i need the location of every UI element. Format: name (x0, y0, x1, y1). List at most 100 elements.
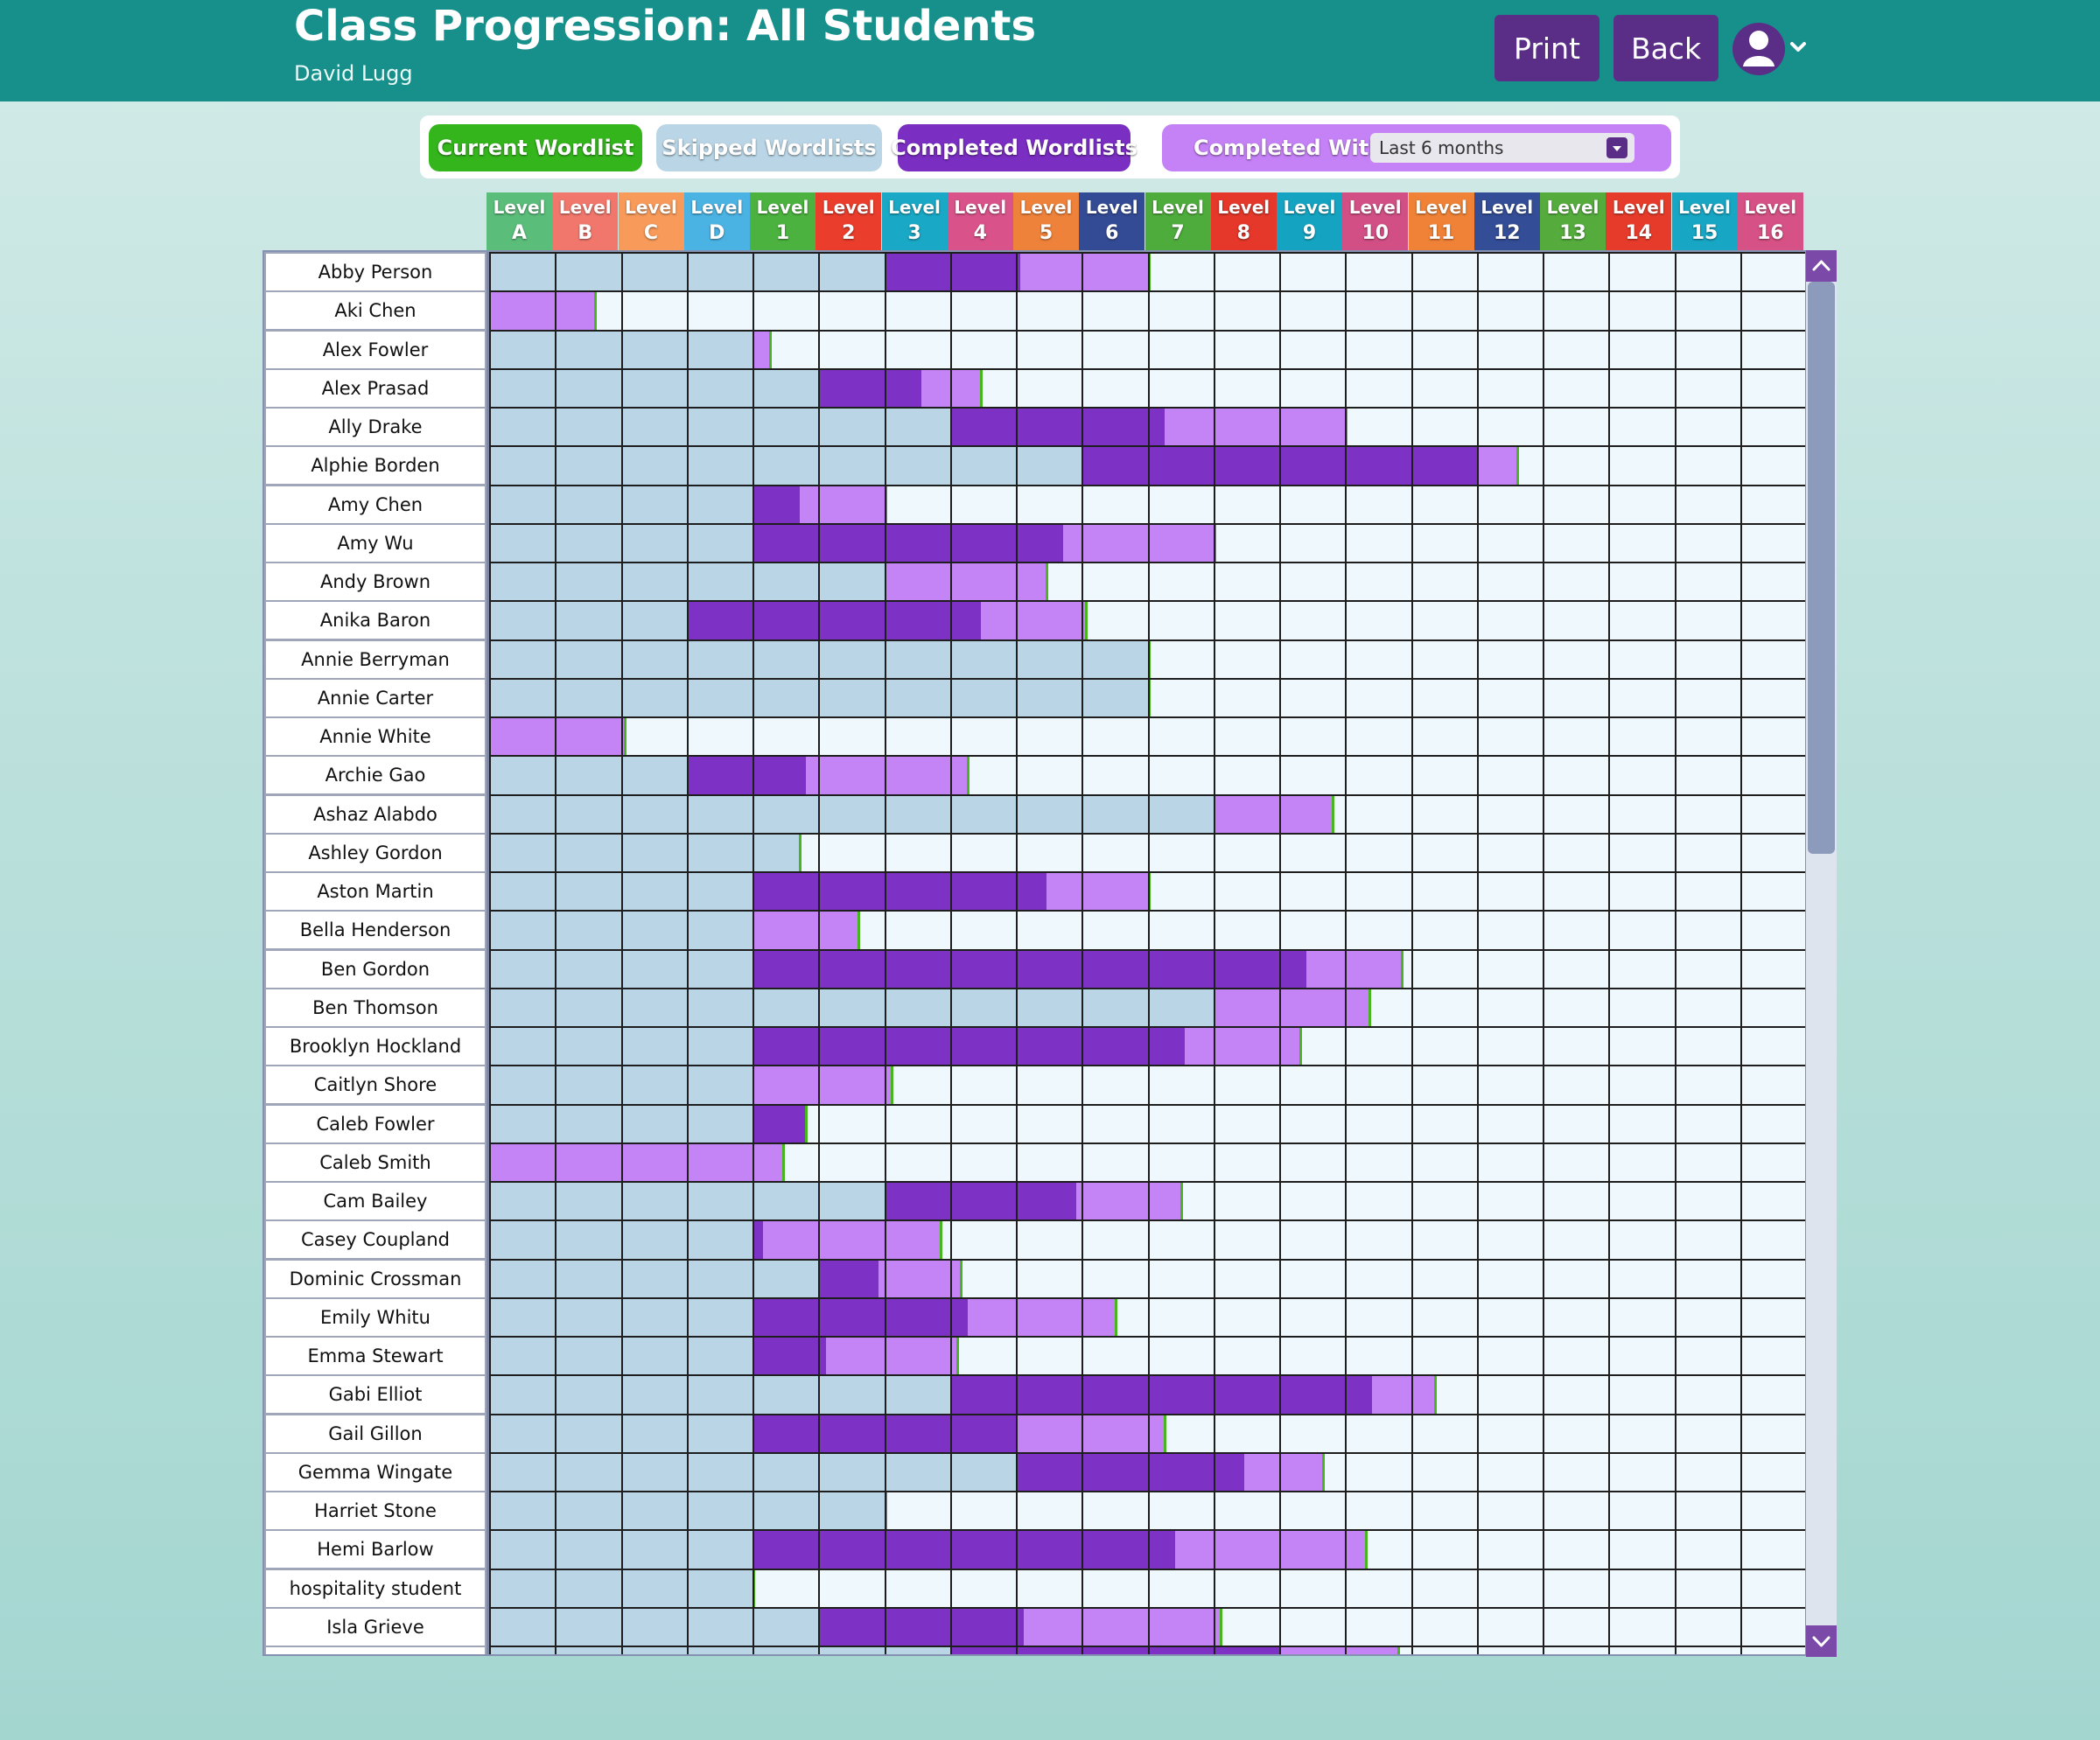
completed-segment (753, 1028, 1185, 1066)
current-position-marker (594, 292, 598, 332)
completed-segment (819, 1608, 1024, 1647)
completed-within-filter: Completed Within: Last 6 months (1162, 124, 1671, 171)
grid-row-line (490, 1491, 1805, 1492)
skipped-segment (490, 989, 1214, 1028)
student-name[interactable]: Amy Wu (266, 524, 485, 562)
current-segment (1062, 524, 1214, 563)
completed-segment (819, 1260, 878, 1299)
level-header-cell: Level 14 (1606, 192, 1672, 252)
level-header-cell: Level 12 (1474, 192, 1540, 252)
grid-row-line (490, 1529, 1805, 1532)
grid-row-line (490, 1026, 1805, 1028)
student-name[interactable]: Caitlyn Shore (266, 1066, 485, 1104)
current-segment (980, 602, 1086, 641)
student-name[interactable]: Aston Martin (266, 873, 485, 910)
level-header-cell: Level 11 (1408, 192, 1474, 252)
student-name[interactable]: Amy Chen (266, 486, 485, 523)
teacher-name: David Lugg (294, 61, 413, 86)
student-name[interactable]: Emily Whitu (266, 1298, 485, 1336)
student-name[interactable]: Dominic Crossman (266, 1260, 485, 1297)
current-segment (1165, 409, 1347, 447)
student-name[interactable]: Gail Gillon (266, 1415, 485, 1452)
grid-row-line (490, 948, 1805, 951)
current-wordlist-button[interactable]: Current Wordlist (429, 124, 642, 171)
student-name[interactable]: Bella Henderson (266, 912, 485, 949)
current-position-marker (1332, 795, 1335, 835)
student-name[interactable]: Annie Carter (266, 679, 485, 716)
grid-column-line (1082, 252, 1084, 1654)
current-position-marker (960, 1260, 963, 1299)
student-name[interactable]: Cam Bailey (266, 1183, 485, 1219)
level-header-value: 11 (1427, 222, 1455, 244)
grid-column-line (1279, 252, 1281, 1654)
grid-row-line (490, 1413, 1805, 1415)
student-name[interactable]: Abby Person (266, 254, 485, 290)
current-position-marker (1298, 1028, 1302, 1066)
scroll-down-button[interactable] (1806, 1625, 1837, 1657)
level-header-value: 3 (907, 222, 921, 244)
student-name[interactable]: hospitality student (266, 1569, 485, 1607)
completed-segment (687, 757, 807, 796)
period-select[interactable]: Last 6 months (1370, 133, 1634, 163)
student-name[interactable]: Ashley Gordon (266, 834, 485, 871)
current-position-marker (1085, 602, 1088, 641)
student-name[interactable]: Brooklyn Hockland (266, 1028, 485, 1065)
completed-segment (885, 254, 1020, 292)
grid-row-line (490, 677, 1805, 680)
student-name[interactable]: Caleb Smith (266, 1143, 485, 1181)
grid-column-line (818, 252, 821, 1654)
student-name[interactable]: Ben Gordon (266, 950, 485, 988)
chevron-down-icon (1790, 42, 1806, 52)
grid-column-line (1476, 252, 1479, 1654)
level-header-cell: Level 1 (750, 192, 816, 252)
student-name[interactable]: Casey Coupland (266, 1221, 485, 1259)
student-name[interactable]: Harriet Stone (266, 1492, 485, 1529)
student-name[interactable] (266, 1647, 485, 1654)
student-name[interactable]: Gemma Wingate (266, 1453, 485, 1491)
student-name[interactable]: Ashaz Alabdo (266, 795, 485, 833)
current-position-marker (1321, 1453, 1325, 1492)
student-name[interactable]: Archie Gao (266, 757, 485, 794)
progress-grid-area (489, 252, 1805, 1654)
scroll-up-button[interactable] (1806, 250, 1837, 282)
grid-row-line (490, 1374, 1805, 1377)
level-header-value: 2 (842, 222, 856, 244)
user-menu[interactable] (1732, 21, 1808, 77)
current-position-marker (1368, 989, 1371, 1028)
level-header-label: Level (1152, 197, 1204, 218)
grid-column-line (1016, 252, 1018, 1654)
scrollbar-thumb[interactable] (1808, 282, 1835, 854)
student-name[interactable]: Anika Baron (266, 602, 485, 639)
dropdown-arrow-icon (1606, 137, 1628, 158)
student-name[interactable]: Andy Brown (266, 563, 485, 600)
level-header-cell: Level 5 (1013, 192, 1079, 252)
page-title: Class Progression: All Students (294, 2, 1037, 51)
student-name[interactable]: Alex Fowler (266, 331, 485, 368)
current-segment (1214, 795, 1334, 835)
level-header-label: Level (1415, 197, 1467, 218)
student-name[interactable]: Alphie Borden (266, 447, 485, 485)
student-name[interactable]: Hemi Barlow (266, 1531, 485, 1569)
student-name[interactable]: Ally Drake (266, 409, 485, 445)
level-header-value: 1 (775, 222, 790, 244)
student-name[interactable]: Caleb Fowler (266, 1105, 485, 1143)
student-name[interactable]: Gabi Elliot (266, 1376, 485, 1414)
skipped-wordlists-button[interactable]: Skipped Wordlists (656, 124, 882, 171)
print-button[interactable]: Print (1494, 15, 1600, 81)
progression-grid: Abby Person Aki Chen Alex Fowler Alex Prasa… (262, 250, 1807, 1656)
chevron-down-icon (1812, 1636, 1830, 1647)
student-name[interactable]: Annie White (266, 718, 485, 755)
student-name[interactable]: Annie Berryman (266, 640, 485, 678)
grid-row-line (490, 367, 1805, 370)
current-segment (1174, 1531, 1366, 1570)
current-position-marker (1180, 1183, 1184, 1221)
student-name[interactable]: Ben Thomson (266, 989, 485, 1026)
student-name[interactable]: Alex Prasad (266, 369, 485, 407)
level-header-label: Level (756, 197, 809, 218)
back-button[interactable]: Back (1614, 15, 1718, 81)
student-name[interactable]: Emma Stewart (266, 1338, 485, 1374)
completed-wordlists-button[interactable]: Completed Wordlists (891, 124, 1138, 171)
grid-row-line (490, 329, 1805, 332)
student-name[interactable]: Isla Grieve (266, 1608, 485, 1646)
student-name[interactable]: Aki Chen (266, 292, 485, 330)
